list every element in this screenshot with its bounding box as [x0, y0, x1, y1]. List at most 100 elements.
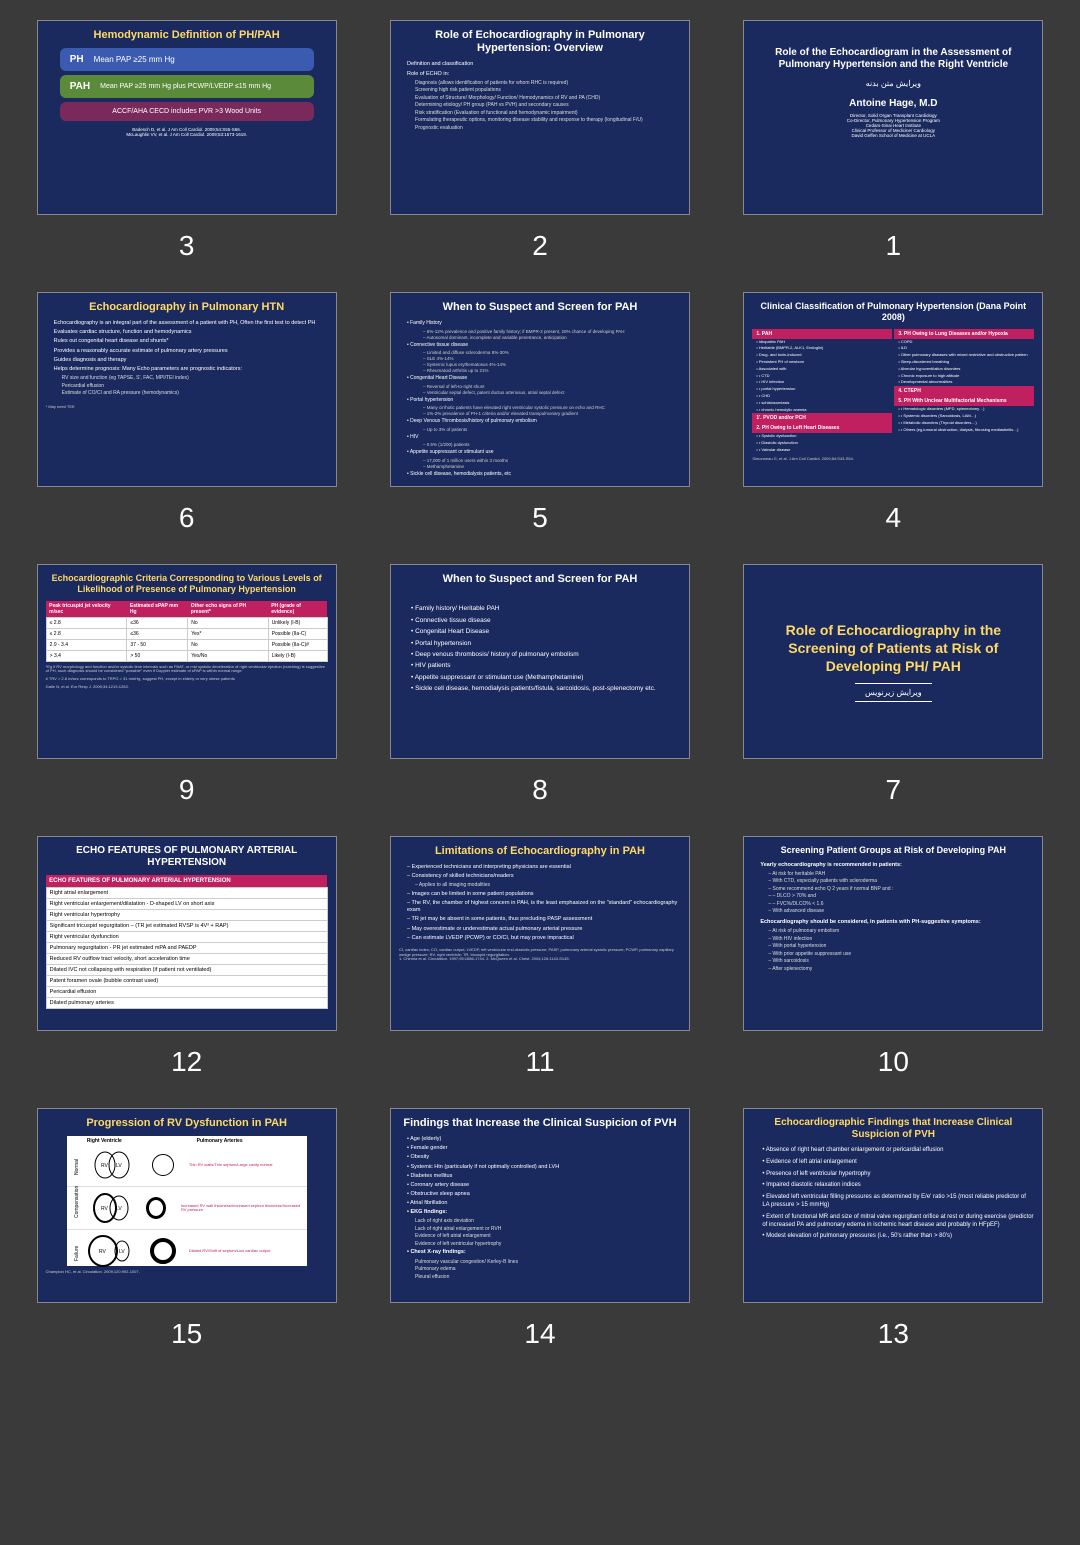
list-item: – 0.5% (1/200) patients [423, 442, 681, 447]
citation: CI, cardiac index; CO, cardiac output; L… [399, 948, 681, 962]
slide-wrap: When to Suspect and Screen for PAH • Fam… [373, 564, 706, 806]
artery-icon [152, 1154, 174, 1176]
list-item: Lack of right axis deviation [415, 1218, 681, 1225]
table-cell: Possible (IIa-C) [268, 628, 327, 639]
row-label: Failure [74, 1241, 80, 1261]
slide-title: Role of Echocardiography in Pulmonary Hy… [399, 29, 681, 55]
slide-number: 6 [179, 502, 195, 534]
list-item: • Alveolar hypoventilation disorders [894, 366, 1034, 373]
list-item: – Autosomal dominant, incomplete and var… [423, 335, 681, 340]
author: Antoine Hage, M.D [752, 98, 1034, 109]
slide-5[interactable]: When to Suspect and Screen for PAH • Fam… [390, 292, 690, 487]
slide-wrap: ECHO FEATURES OF PULMONARY ARTERIAL HYPE… [20, 836, 353, 1078]
list-item: – May overestimate or underestimate actu… [407, 926, 681, 933]
list-item: Evaluates cardiac structure, function an… [54, 329, 328, 336]
table-cell: Pericardial effusion [46, 987, 327, 998]
slide-2[interactable]: Role of Echocardiography in Pulmonary Hy… [390, 20, 690, 215]
table-cell: No [188, 617, 268, 628]
list-item: – Can estimate LVEDP (PCWP) or CO/CI, bu… [407, 935, 681, 942]
list-item: • Elevated left ventricular filling pres… [762, 1194, 1034, 1210]
slide-15[interactable]: Progression of RV Dysfunction in PAH Rig… [37, 1108, 337, 1303]
slide-number: 3 [179, 230, 195, 262]
slide-8[interactable]: When to Suspect and Screen for PAH • Fam… [390, 564, 690, 759]
list-item: • Sleep-disordered breathing [894, 359, 1034, 366]
slide-title: ECHO FEATURES OF PULMONARY ARTERIAL HYPE… [46, 845, 328, 869]
list-item: • • Hematologic disorders (MPD, splenect… [894, 406, 1034, 413]
list-item: – After splenectomy [768, 966, 1034, 973]
table-cell: Possible (IIa-C)# [268, 639, 327, 650]
slide-title: Echocardiographic Findings that Increase… [752, 1117, 1034, 1141]
slide-wrap: Echocardiographic Criteria Corresponding… [20, 564, 353, 806]
table-row: Dilated pulmonary arteries [46, 998, 327, 1009]
slide-7[interactable]: Role of Echocardiography in the Screenin… [743, 564, 1043, 759]
list-item: • Family history/ Heritable PAH [411, 605, 681, 613]
slide-number: 15 [171, 1318, 202, 1350]
table-row: Pulmonary regurgitation - PR jet estimat… [46, 943, 327, 954]
list-item: • Sickle cell disease, hemodialysis pati… [407, 471, 681, 478]
slide-6[interactable]: Echocardiography in Pulmonary HTN Echoca… [37, 292, 337, 487]
slide-4[interactable]: Clinical Classification of Pulmonary Hyp… [743, 292, 1043, 487]
class-head: 1'. PVOD and/or PCH [752, 413, 892, 423]
section-head: • EKG findings: [407, 1209, 681, 1216]
list-item: • HIV patients [411, 662, 681, 670]
definition-box-pah: PAH Mean PAP ≥25 mm Hg plus PCWP/LVEDP ≤… [60, 75, 314, 98]
list-item: – Rheumatoid arthritis up to 21% [423, 368, 681, 373]
list-item: – – FVC%/DLCO% < 1.6 [768, 901, 1034, 908]
heart-icon: RVLV [87, 1192, 131, 1224]
table-cell: Reduced RV outflow tract velocity, short… [46, 954, 327, 965]
table-cell: No [188, 639, 268, 650]
box-text: Mean PAP ≥25 mm Hg plus PCWP/LVEDP ≤15 m… [100, 83, 271, 90]
list-item: • Deep Venous Thrombosis/history of pulm… [407, 418, 681, 425]
table-row: Right ventricular enlargement/dilatation… [46, 899, 327, 910]
slide-number: 8 [532, 774, 548, 806]
slide-1[interactable]: Role of the Echocardiogram in the Assess… [743, 20, 1043, 215]
list-item: • Connective tissue disease [407, 342, 681, 349]
list-item: • Associated with [752, 366, 892, 373]
slide-number: 13 [878, 1318, 909, 1350]
list-item: Estimate of CO/CI and RA pressure (hemod… [62, 390, 328, 397]
slide-number: 11 [525, 1046, 554, 1078]
slide-number: 12 [171, 1046, 202, 1078]
slide-wrap: Echocardiography in Pulmonary HTN Echoca… [20, 292, 353, 534]
slide-title: Role of the Echocardiogram in the Assess… [752, 47, 1034, 71]
slide-number: 2 [532, 230, 548, 262]
class-col: 3. PH Owing to Lung Diseases and/or Hypo… [894, 329, 1034, 454]
svg-text:RV: RV [99, 1249, 107, 1255]
list-item: Pulmonary vascular congestion/ Kerley-B … [415, 1259, 681, 1266]
table-cell: ≤ 2.8 [46, 617, 127, 628]
list-item: • HIV [407, 434, 681, 441]
class-head: 2. PH Owing to Left Heart Diseases [752, 423, 892, 433]
list-item: • • CHD [752, 393, 892, 400]
list-item: Evidence of left atrial enlargement [415, 1233, 681, 1240]
slide-wrap: Progression of RV Dysfunction in PAH Rig… [20, 1108, 353, 1350]
list-item: • Impaired diastolic relaxation indices [762, 1182, 1034, 1190]
table-row: Patent foramen ovale (bubble contrast us… [46, 976, 327, 987]
slide-10[interactable]: Screening Patient Groups at Risk of Deve… [743, 836, 1043, 1031]
list-item: • Obesity [407, 1154, 681, 1161]
list-item: • Extent of functional MR and size of mi… [762, 1214, 1034, 1230]
slide-13[interactable]: Echocardiographic Findings that Increase… [743, 1108, 1043, 1303]
diagram-row: Normal RVLV Thin RV walls/Thin septum/La… [67, 1144, 307, 1187]
slide-9[interactable]: Echocardiographic Criteria Corresponding… [37, 564, 337, 759]
slide-12[interactable]: ECHO FEATURES OF PULMONARY ARTERIAL HYPE… [37, 836, 337, 1031]
class-head: 4. CTEPH [894, 386, 1034, 396]
list-item: • • Diastolic dysfunction [752, 440, 892, 447]
list-item: • Appetite suppressant or stimulant use … [411, 674, 681, 682]
list-item: RV size and function (eg TAPSE, S', FAC,… [62, 375, 328, 382]
table-cell: Significant tricuspid regurgitation – (T… [46, 921, 327, 932]
slide-3[interactable]: Hemodynamic Definition of PH/PAH PH Mean… [37, 20, 337, 215]
list-item: – The RV, the chamber of highest concern… [407, 900, 681, 914]
slide-number: 10 [878, 1046, 909, 1078]
slide-11[interactable]: Limitations of Echocardiography in PAH –… [390, 836, 690, 1031]
diagram-row: Compensation RVLV Increased RV wall thic… [67, 1187, 307, 1230]
slide-wrap: Role of Echocardiography in Pulmonary Hy… [373, 20, 706, 262]
slide-14[interactable]: Findings that Increase the Clinical Susp… [390, 1108, 690, 1303]
list-item: • Chronic exposure to high altitude [894, 373, 1034, 380]
list-item: • Sickle cell disease, hemodialysis pati… [411, 685, 681, 693]
table-row: 2.9 - 3.437 - 50NoPossible (IIa-C)# [46, 639, 327, 650]
footnote: # TRV > 2.8 m/sec corresponds to TRPG > … [46, 677, 328, 682]
list-item: – Applies to all imaging modalities [415, 882, 681, 889]
list-item: • Presence of left ventricular hypertrop… [762, 1171, 1034, 1179]
list-item: – With prior appetite suppressant use [768, 951, 1034, 958]
list-item: • • Metabolic disorders (Thyroid disorde… [894, 420, 1034, 427]
